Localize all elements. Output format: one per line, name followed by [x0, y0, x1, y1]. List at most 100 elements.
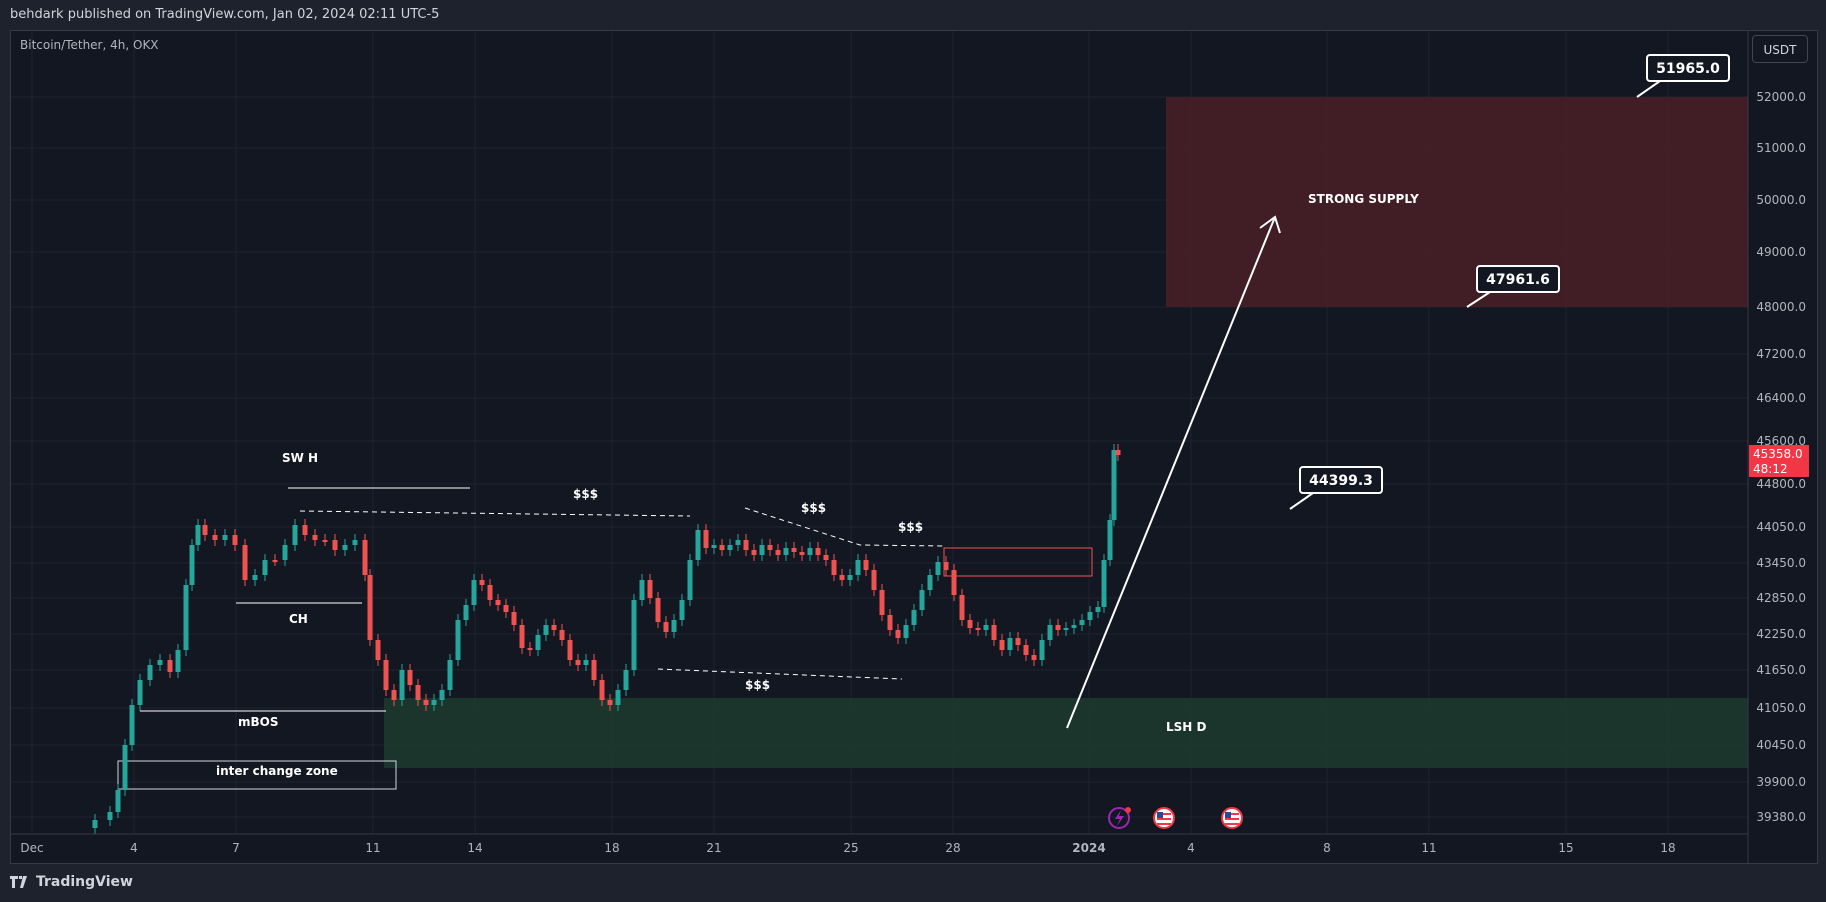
- candle-body[interactable]: [407, 670, 413, 685]
- candle-body[interactable]: [607, 700, 613, 705]
- candle-body[interactable]: [195, 525, 201, 545]
- candle-body[interactable]: [439, 690, 445, 700]
- candle-body[interactable]: [767, 545, 773, 550]
- candle-body[interactable]: [183, 585, 189, 650]
- candle-body[interactable]: [1023, 645, 1029, 655]
- candle-body[interactable]: [615, 690, 621, 705]
- callout-51965[interactable]: 51965.0: [1636, 54, 1730, 98]
- callout-47961[interactable]: 47961.6: [1466, 265, 1560, 308]
- candle-body[interactable]: [647, 580, 653, 598]
- candle-body[interactable]: [122, 745, 128, 790]
- candle-body[interactable]: [951, 570, 957, 595]
- candle-body[interactable]: [431, 700, 437, 705]
- candle-body[interactable]: [815, 548, 821, 555]
- candle-body[interactable]: [167, 660, 173, 672]
- candle-body[interactable]: [302, 525, 308, 535]
- candle-body[interactable]: [189, 545, 195, 585]
- orderblock-box[interactable]: [943, 547, 1093, 577]
- liquidity-line-3[interactable]: [657, 668, 903, 680]
- candle-body[interactable]: [262, 560, 268, 575]
- candle-body[interactable]: [831, 560, 837, 575]
- candle-body[interactable]: [855, 560, 861, 575]
- candle-body[interactable]: [322, 540, 328, 542]
- candle-body[interactable]: [1115, 450, 1121, 455]
- supply-zone[interactable]: [1166, 97, 1748, 307]
- candle-body[interactable]: [1031, 655, 1037, 660]
- candle-body[interactable]: [591, 660, 597, 680]
- candle-body[interactable]: [839, 575, 845, 580]
- candle-body[interactable]: [999, 640, 1005, 650]
- candle-body[interactable]: [775, 550, 781, 555]
- candle-body[interactable]: [1039, 640, 1045, 660]
- candle-body[interactable]: [863, 560, 869, 570]
- liquidity-line-2[interactable]: [744, 507, 945, 547]
- candle-body[interactable]: [463, 605, 469, 620]
- candle-body[interactable]: [799, 552, 805, 555]
- candle-body[interactable]: [567, 640, 573, 660]
- candle-body[interactable]: [1063, 628, 1069, 630]
- tradingview-logo[interactable]: TradingView: [10, 874, 133, 890]
- candle-body[interactable]: [352, 540, 358, 545]
- candle-body[interactable]: [202, 525, 208, 535]
- candle-body[interactable]: [631, 600, 637, 670]
- candle-body[interactable]: [551, 625, 557, 630]
- candle-body[interactable]: [911, 610, 917, 625]
- candle-body[interactable]: [495, 600, 501, 605]
- candle-body[interactable]: [222, 535, 228, 540]
- time-axis[interactable]: Dec 4 7 11 14 18 21 25 28 2024 4 8 11 15 18: [20, 841, 1675, 855]
- candle-body[interactable]: [147, 665, 153, 680]
- candle-body[interactable]: [1047, 625, 1053, 640]
- currency-button[interactable]: USDT: [1752, 35, 1808, 63]
- candle-body[interactable]: [807, 548, 813, 555]
- candle-body[interactable]: [671, 620, 677, 632]
- candle-body[interactable]: [751, 550, 757, 555]
- candle-body[interactable]: [415, 685, 421, 700]
- candle-body[interactable]: [1107, 520, 1113, 560]
- candle-body[interactable]: [575, 660, 581, 665]
- candle-body[interactable]: [975, 628, 981, 630]
- candle-body[interactable]: [847, 575, 853, 580]
- candle-body[interactable]: [1055, 625, 1061, 630]
- candle-body[interactable]: [312, 535, 318, 540]
- candle-body[interactable]: [927, 575, 933, 590]
- candle-body[interactable]: [823, 555, 829, 560]
- candle-body[interactable]: [727, 545, 733, 550]
- liquidity-line-1[interactable]: [299, 510, 691, 517]
- candle-body[interactable]: [1101, 560, 1107, 607]
- candle-body[interactable]: [535, 635, 541, 650]
- candle-body[interactable]: [471, 580, 477, 605]
- candle-body[interactable]: [272, 560, 278, 562]
- candle-body[interactable]: [639, 580, 645, 600]
- candle-body[interactable]: [92, 820, 98, 828]
- candle-body[interactable]: [212, 535, 218, 540]
- candle-body[interactable]: [479, 580, 485, 585]
- candle-body[interactable]: [735, 540, 741, 545]
- candle-body[interactable]: [503, 605, 509, 612]
- candle-body[interactable]: [663, 622, 669, 632]
- candle-body[interactable]: [759, 545, 765, 555]
- candle-body[interactable]: [599, 680, 605, 700]
- candle-body[interactable]: [583, 660, 589, 665]
- candle-body[interactable]: [487, 585, 493, 600]
- projection-arrow[interactable]: [1066, 216, 1276, 729]
- candle-body[interactable]: [137, 680, 143, 705]
- candle-body[interactable]: [959, 595, 965, 620]
- candle-body[interactable]: [519, 625, 525, 648]
- candle-body[interactable]: [367, 575, 373, 640]
- candle-body[interactable]: [1095, 607, 1101, 612]
- candle-body[interactable]: [879, 590, 885, 615]
- candle-body[interactable]: [292, 525, 298, 545]
- candle-body[interactable]: [903, 625, 909, 638]
- candle-body[interactable]: [935, 562, 941, 575]
- candle-body[interactable]: [943, 562, 949, 570]
- candle-body[interactable]: [983, 625, 989, 630]
- candle-body[interactable]: [695, 530, 701, 560]
- candle-body[interactable]: [423, 700, 429, 705]
- candle-body[interactable]: [383, 660, 389, 690]
- candle-body[interactable]: [703, 530, 709, 548]
- candle-body[interactable]: [282, 545, 288, 560]
- candle-body[interactable]: [232, 535, 238, 545]
- candle-body[interactable]: [543, 625, 549, 635]
- candle-body[interactable]: [919, 590, 925, 610]
- candle-body[interactable]: [129, 705, 135, 745]
